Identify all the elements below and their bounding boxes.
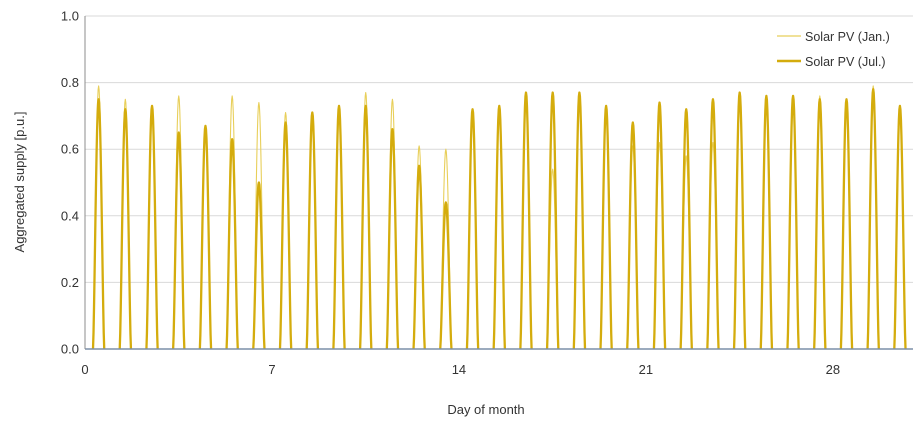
daily-peak <box>332 104 346 350</box>
y-tick-label: 0.2 <box>61 275 79 290</box>
y-tick-label: 0.0 <box>61 342 79 357</box>
legend-label-jan: Solar PV (Jan.) <box>805 30 890 44</box>
y-tick-label: 0.6 <box>61 142 79 157</box>
daily-peak <box>145 104 159 350</box>
x-tick-label: 28 <box>826 362 840 377</box>
daily-peak <box>465 108 480 350</box>
daily-peak <box>439 201 453 350</box>
daily-peak <box>198 124 213 350</box>
daily-peak <box>626 121 640 350</box>
legend-label-jul: Solar PV (Jul.) <box>805 55 886 69</box>
x-tick-label: 0 <box>81 362 88 377</box>
daily-peak <box>732 91 747 350</box>
series-jan <box>92 85 907 350</box>
daily-peak <box>599 104 613 350</box>
daily-peak <box>679 108 693 350</box>
y-axis-title: Aggregated supply [p.u.] <box>12 112 27 253</box>
x-axis-title: Day of month <box>447 402 524 417</box>
daily-peak <box>252 181 266 350</box>
series-jul <box>91 88 907 350</box>
daily-peak <box>171 131 186 350</box>
daily-peak <box>893 104 907 350</box>
y-tick-label: 1.0 <box>61 9 79 24</box>
daily-peak <box>545 91 560 350</box>
axes <box>84 16 913 350</box>
x-tick-label: 7 <box>268 362 275 377</box>
daily-peak <box>866 88 880 350</box>
daily-peak <box>786 94 800 350</box>
legend: Solar PV (Jan.) Solar PV (Jul.) <box>777 30 890 69</box>
daily-peak <box>305 111 320 350</box>
daily-peak <box>706 98 720 350</box>
daily-peak <box>412 164 426 350</box>
daily-peak <box>759 94 774 350</box>
gridlines <box>85 15 913 283</box>
daily-peak <box>358 104 373 350</box>
daily-peak <box>652 101 667 350</box>
x-tick-label: 21 <box>639 362 653 377</box>
daily-peak <box>278 121 293 350</box>
tick-labels: 0.0 0.2 0.4 0.6 0.8 1.0 0 7 14 21 28 <box>61 9 840 378</box>
daily-peak <box>118 108 133 350</box>
y-tick-label: 0.4 <box>61 208 79 223</box>
daily-peak <box>385 128 400 350</box>
x-tick-label: 14 <box>452 362 466 377</box>
y-tick-label: 0.8 <box>61 75 79 90</box>
daily-peak <box>813 98 827 350</box>
series-layer <box>91 85 907 350</box>
daily-peak <box>492 104 507 350</box>
daily-peak <box>91 98 106 350</box>
daily-peak <box>839 98 854 350</box>
daily-peak <box>225 138 239 350</box>
daily-peak <box>572 91 587 350</box>
daily-peak <box>519 91 533 350</box>
